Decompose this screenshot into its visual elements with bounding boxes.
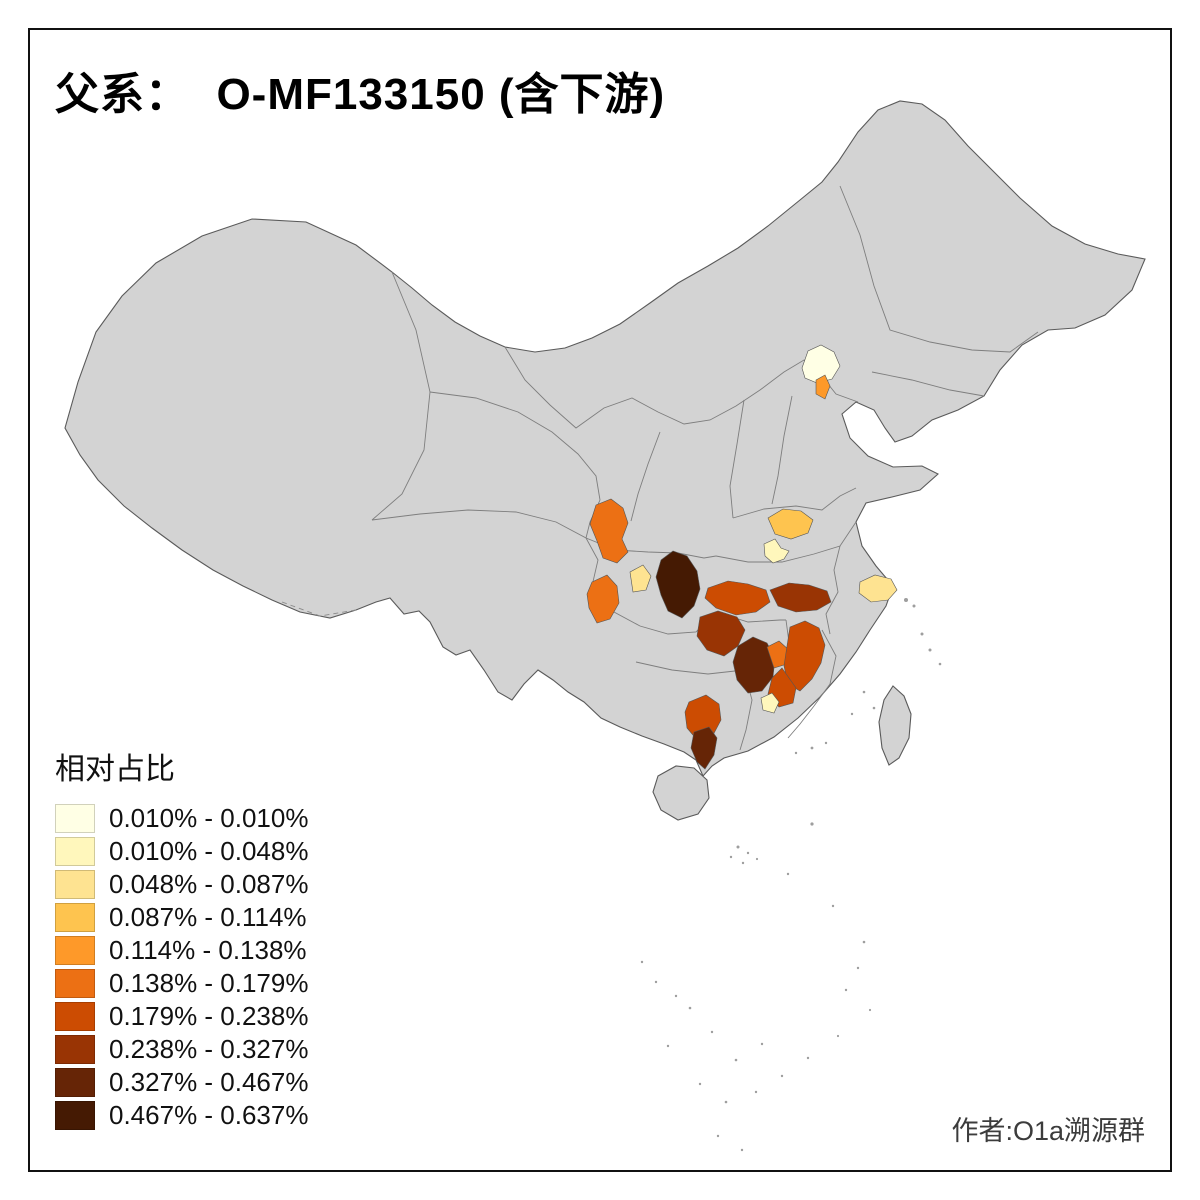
choropleth-region-10 <box>769 582 832 613</box>
legend-swatch <box>55 936 95 965</box>
legend-swatch <box>55 903 95 932</box>
legend-label: 0.010% - 0.010% <box>109 803 309 833</box>
legend-label: 0.238% - 0.327% <box>109 1034 309 1064</box>
page-title: 父系： O-MF133150 (含下游) <box>55 70 666 119</box>
mainland-landmass <box>64 100 1146 778</box>
legend-swatch <box>55 837 95 866</box>
legend-item: 0.327% - 0.467% <box>55 1067 309 1097</box>
legend-label: 0.114% - 0.138% <box>109 935 307 965</box>
legend-item: 0.010% - 0.010% <box>55 803 309 833</box>
legend-item: 0.179% - 0.238% <box>55 1001 309 1031</box>
legend-swatch <box>55 870 95 899</box>
choropleth-region-9 <box>704 580 771 616</box>
legend-item: 0.087% - 0.114% <box>55 902 308 932</box>
legend-item: 0.048% - 0.087% <box>55 869 309 899</box>
legend-label: 0.048% - 0.087% <box>109 869 309 899</box>
choropleth-region-4 <box>767 508 814 540</box>
islands <box>640 598 942 1152</box>
legend-label: 0.010% - 0.048% <box>109 836 309 866</box>
china-outline <box>64 100 1146 778</box>
legend-item: 0.114% - 0.138% <box>55 935 308 965</box>
choropleth-region-1 <box>801 344 841 384</box>
legend-label: 0.087% - 0.114% <box>109 902 307 932</box>
legend-item: 0.467% - 0.637% <box>55 1100 309 1130</box>
legend-swatch <box>55 969 95 998</box>
legend-item: 0.010% - 0.048% <box>55 836 309 866</box>
choropleth-region-8 <box>655 550 701 619</box>
legend-swatch <box>55 1101 95 1130</box>
legend-swatch <box>55 1002 95 1031</box>
choropleth-regions <box>586 344 898 770</box>
choropleth-region-5 <box>763 538 790 564</box>
legend-label: 0.179% - 0.238% <box>109 1001 309 1031</box>
small-islands <box>640 598 942 1152</box>
choropleth-region-14 <box>783 620 826 692</box>
disputed-border-dashed <box>281 601 357 617</box>
choropleth-region-16 <box>858 574 898 603</box>
legend: 相对占比 0.010% - 0.010% 0.010% - 0.048% 0.0… <box>55 744 308 1134</box>
choropleth-region-17 <box>760 692 780 714</box>
legend-swatch <box>55 1068 95 1097</box>
hainan-island <box>652 765 710 821</box>
province-borders <box>281 185 1039 751</box>
legend-label: 0.467% - 0.637% <box>109 1100 309 1130</box>
legend-label: 0.327% - 0.467% <box>109 1067 309 1097</box>
choropleth-region-7 <box>629 564 652 593</box>
choropleth-region-19 <box>690 726 718 770</box>
choropleth-region-12 <box>732 636 776 694</box>
taiwan-island <box>878 685 912 766</box>
legend-swatch <box>55 804 95 833</box>
legend-title: 相对占比 <box>55 753 175 786</box>
choropleth-region-3 <box>589 498 629 564</box>
legend-item: 0.238% - 0.327% <box>55 1034 309 1064</box>
legend-swatch <box>55 1035 95 1064</box>
author-credit: 作者:O1a溯源群 <box>951 1116 1145 1146</box>
legend-label: 0.138% - 0.179% <box>109 968 309 998</box>
choropleth-region-6 <box>586 574 620 624</box>
choropleth-region-2 <box>815 374 831 400</box>
legend-item: 0.138% - 0.179% <box>55 968 309 998</box>
